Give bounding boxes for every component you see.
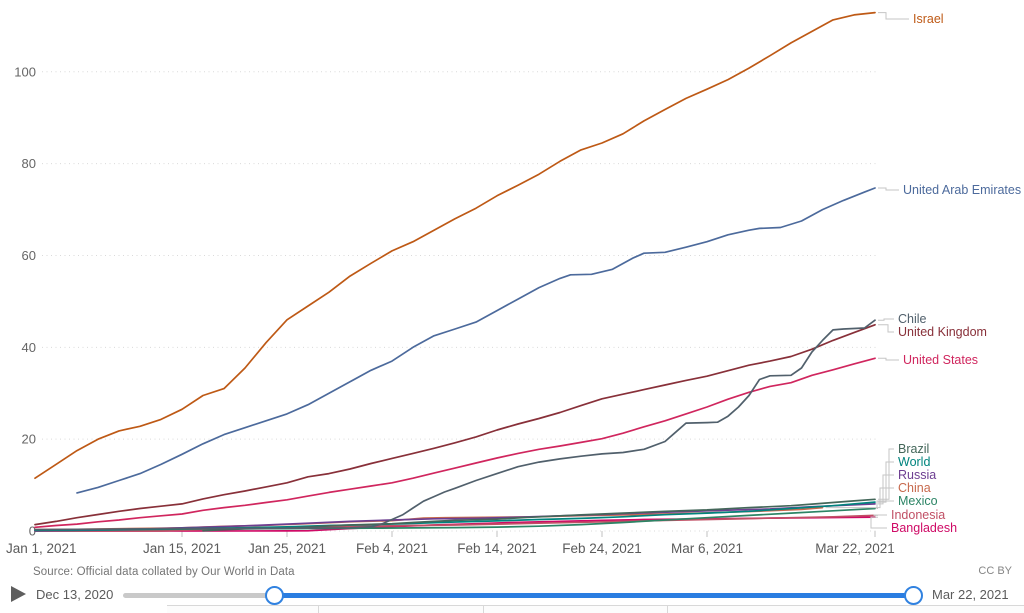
series-line-united-arab-emirates bbox=[76, 187, 876, 494]
covid-vaccination-line-chart: 0 20 40 60 80 100 Jan 1, 2021 Jan 15, 2021 Jan 2… bbox=[6, 11, 1021, 556]
x-axis-tick-label: Feb 4, 2021 bbox=[356, 541, 428, 556]
series-leader-line bbox=[878, 324, 894, 333]
timeline-handle-end[interactable] bbox=[903, 586, 923, 605]
table-top-border-strip bbox=[167, 605, 1024, 613]
timeline-end-date: Mar 22, 2021 bbox=[932, 587, 1009, 602]
series-line-chile bbox=[34, 319, 876, 531]
series-leader-line bbox=[878, 461, 894, 503]
y-axis-tick-label: 40 bbox=[22, 340, 36, 355]
series-line-united-states bbox=[34, 357, 876, 529]
series-line-brazil bbox=[202, 498, 876, 532]
x-axis-tick-label: Mar 6, 2021 bbox=[671, 541, 743, 556]
series-leader-line bbox=[876, 500, 894, 509]
series-line-israel bbox=[34, 11, 876, 480]
series-leader-line bbox=[878, 357, 899, 361]
series-label-israel[interactable]: Israel bbox=[913, 12, 944, 26]
series-leader-line bbox=[878, 12, 909, 20]
series-line-united-kingdom bbox=[34, 323, 876, 526]
series-label-chile[interactable]: Chile bbox=[898, 312, 927, 326]
series-label-russia[interactable]: Russia bbox=[898, 468, 936, 482]
x-axis-tick-label: Jan 15, 2021 bbox=[143, 541, 221, 556]
y-axis-tick-label: 20 bbox=[22, 432, 36, 447]
y-axis-tick-label: 80 bbox=[22, 156, 36, 171]
source-note: Source: Official data collated by Our Wo… bbox=[33, 566, 295, 578]
series-label-world[interactable]: World bbox=[898, 455, 930, 469]
series-leader-line bbox=[878, 318, 894, 321]
series-leader-line bbox=[870, 516, 887, 529]
series-label-indonesia[interactable]: Indonesia bbox=[891, 508, 945, 522]
series-label-bangladesh[interactable]: Bangladesh bbox=[891, 521, 957, 535]
license-badge[interactable]: CC BY bbox=[978, 565, 1012, 577]
series-label-brazil[interactable]: Brazil bbox=[898, 442, 929, 456]
play-button[interactable] bbox=[11, 586, 26, 602]
timeline-selected-range[interactable] bbox=[274, 593, 913, 598]
series-label-united-arab-emirates[interactable]: United Arab Emirates bbox=[903, 183, 1021, 197]
y-axis-tick-label: 0 bbox=[29, 524, 36, 539]
timeline-start-date: Dec 13, 2020 bbox=[36, 587, 114, 602]
y-axis-tick-label: 60 bbox=[22, 248, 36, 263]
x-axis-tick-label: Jan 25, 2021 bbox=[248, 541, 326, 556]
x-axis-tick-label: Feb 24, 2021 bbox=[562, 541, 642, 556]
x-axis-tick-label: Feb 14, 2021 bbox=[457, 541, 537, 556]
y-axis-tick-label: 100 bbox=[14, 64, 36, 79]
series-label-mexico[interactable]: Mexico bbox=[898, 494, 938, 508]
series-line-russia bbox=[34, 503, 876, 532]
timeline-handle-start[interactable] bbox=[265, 586, 285, 605]
series-leader-line bbox=[878, 187, 899, 191]
x-axis-tick-label: Mar 22, 2021 bbox=[815, 541, 895, 556]
table-column-separator bbox=[483, 605, 484, 613]
timeline-track[interactable] bbox=[123, 593, 913, 598]
series-label-united-kingdom[interactable]: United Kingdom bbox=[898, 325, 987, 339]
series-leader-line bbox=[825, 487, 894, 509]
table-column-separator bbox=[318, 605, 319, 613]
series-label-china[interactable]: China bbox=[898, 481, 931, 495]
x-axis-tick-label: Jan 1, 2021 bbox=[6, 541, 77, 556]
table-column-separator bbox=[667, 605, 668, 613]
series-label-united-states[interactable]: United States bbox=[903, 353, 978, 367]
